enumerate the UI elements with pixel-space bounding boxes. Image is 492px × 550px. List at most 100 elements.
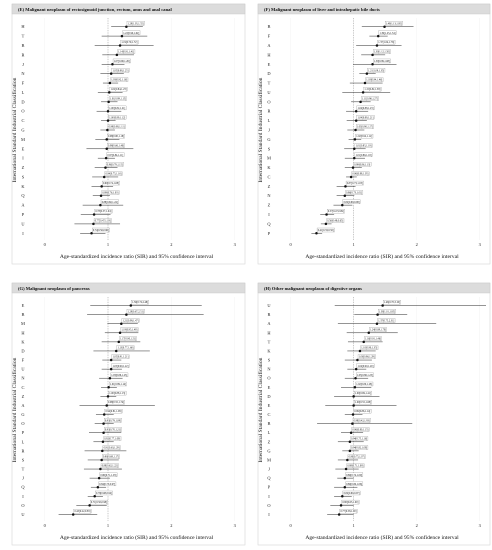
sir-point <box>105 138 108 141</box>
value-label-box <box>119 336 137 341</box>
category-label: O <box>21 421 24 426</box>
forest-row: J 1.03[0.90,1.17] <box>268 124 374 133</box>
sir-point <box>101 440 105 444</box>
value-label-box <box>102 454 120 459</box>
value-label: 0.90[0.74,1.08] <box>103 182 119 185</box>
sir-point <box>346 458 349 462</box>
value-label-box <box>109 381 127 387</box>
forest-row: R 1.38[1.01,1.85] <box>268 309 408 317</box>
value-label-box <box>326 218 345 223</box>
panel-frame-e <box>11 3 246 265</box>
value-label-box <box>101 190 120 195</box>
value-label-box <box>102 180 120 186</box>
forest-row: Q 0.84[0.73,0.97] <box>21 481 117 490</box>
value-label: 1.29[0.67,2.51] <box>128 310 144 313</box>
sir-point <box>102 413 106 416</box>
sir-point <box>106 109 110 113</box>
sir-point <box>109 367 113 371</box>
category-label: G <box>267 137 271 142</box>
forest-row: D 1.13[0.77,1.66] <box>21 345 150 353</box>
value-label-box <box>107 124 126 129</box>
sir-point <box>343 194 347 197</box>
value-label-box <box>352 418 371 423</box>
forest-row: A 0.88[0.60,1.24] <box>21 199 124 208</box>
category-label: R <box>22 448 25 453</box>
x-tick-label: 3 <box>479 242 482 247</box>
value-label: 0.96[0.79,1.15] <box>107 163 123 166</box>
value-label-box <box>111 363 130 368</box>
value-label: 1.03[0.90,1.17] <box>357 126 373 129</box>
forest-row: I 0.82[0.69,0.97] <box>268 490 361 499</box>
title-strip-g <box>11 282 246 294</box>
value-label-box <box>356 363 375 368</box>
category-label: D <box>21 348 24 353</box>
y-axis-title-h: International Standard Industrial Classi… <box>257 357 264 462</box>
value-label: 0.88[0.62,1.22] <box>102 465 118 468</box>
category-label: F <box>22 358 25 363</box>
value-label: 0.82[0.69,0.97] <box>344 492 360 495</box>
category-label: C <box>268 174 271 179</box>
forest-row: S 0.94[0.75,1.16] <box>22 171 123 179</box>
value-label-box <box>377 40 396 45</box>
value-label: 0.90[0.68,1.17] <box>103 456 119 459</box>
forest-row: K 1.10[0.90,1.35] <box>267 345 379 353</box>
sir-point <box>383 25 386 28</box>
value-label: 1.01[0.89,1.15] <box>110 98 126 101</box>
sir-point <box>376 313 379 316</box>
sir-point <box>363 81 367 85</box>
value-label: 0.96[0.80,1.15] <box>352 428 368 431</box>
value-label: 0.86[0.69,1.06] <box>346 483 362 486</box>
sir-point <box>120 34 124 38</box>
sir-point <box>354 367 358 371</box>
value-label: 1.03[0.86,1.23] <box>357 374 373 377</box>
sir-point <box>108 376 112 380</box>
category-label: Z <box>22 394 25 399</box>
category-label: G <box>267 448 271 453</box>
category-label: T <box>268 81 271 86</box>
sir-point <box>125 25 128 28</box>
sir-point <box>349 431 353 434</box>
category-label: Q <box>21 193 25 198</box>
panel-g: (G) Malignant neoplasm of pancreas E 1.36[… <box>11 282 246 546</box>
category-label: M <box>21 137 25 142</box>
forest-row: O 0.80[0.63,1.00] <box>267 499 360 508</box>
sir-point <box>344 185 347 188</box>
forest-row: C 0.96[0.88,1.05] <box>268 171 370 179</box>
category-label: O <box>21 109 24 114</box>
forest-row: G 0.94[0.82,1.08] <box>267 445 369 453</box>
value-label-box <box>112 58 131 64</box>
x-axis-title-g: Age-standardized incidence ratio (SIR) a… <box>60 534 214 541</box>
value-label: 1.02[0.80,1.28] <box>356 383 372 386</box>
value-label: 0.86[0.71,1.03] <box>100 474 116 477</box>
forest-row: M 1.21[0.99,1.47] <box>21 318 140 326</box>
value-label: 0.94[0.82,1.08] <box>351 447 367 450</box>
category-label: H <box>21 330 25 335</box>
value-label: 1.37[1.04,1.76] <box>378 41 394 44</box>
panel-title-e: (E) Malignant neoplasm of rectosigmoid j… <box>18 7 172 12</box>
forest-row: G 1.02[0.92,1.12] <box>267 133 374 142</box>
category-label: A <box>267 43 271 48</box>
forest-row: B 1.49[1.13,1.95] <box>268 21 414 29</box>
sir-point <box>100 185 103 188</box>
panel-title-h: (H) Other malignant neoplasm of digestiv… <box>264 286 362 291</box>
category-label: R <box>268 312 271 317</box>
value-label: 0.92[0.77,1.09] <box>104 437 120 440</box>
value-label-box <box>104 418 122 423</box>
category-label: T <box>268 339 271 344</box>
sir-point <box>348 440 352 444</box>
sir-point <box>325 213 328 216</box>
forest-row: U 1.15[0.82,1.58] <box>267 87 391 95</box>
value-label: 1.00[0.55,1.68] <box>355 401 371 404</box>
value-label: 0.94[0.75,1.16] <box>351 437 367 440</box>
category-label: B <box>22 312 25 317</box>
category-label: L <box>268 430 271 435</box>
title-strip-f <box>257 3 491 15</box>
value-label-box <box>356 115 375 120</box>
category-label: H <box>267 330 271 335</box>
sir-point <box>352 395 355 398</box>
category-label: I <box>22 231 24 236</box>
value-label: 1.24[0.89,1.70] <box>370 328 386 331</box>
value-label: 0.99[0.86,1.14] <box>354 410 370 413</box>
value-label: 0.94[0.75,1.16] <box>106 173 122 176</box>
forest-row: E 1.00[0.55,1.68] <box>268 400 397 408</box>
